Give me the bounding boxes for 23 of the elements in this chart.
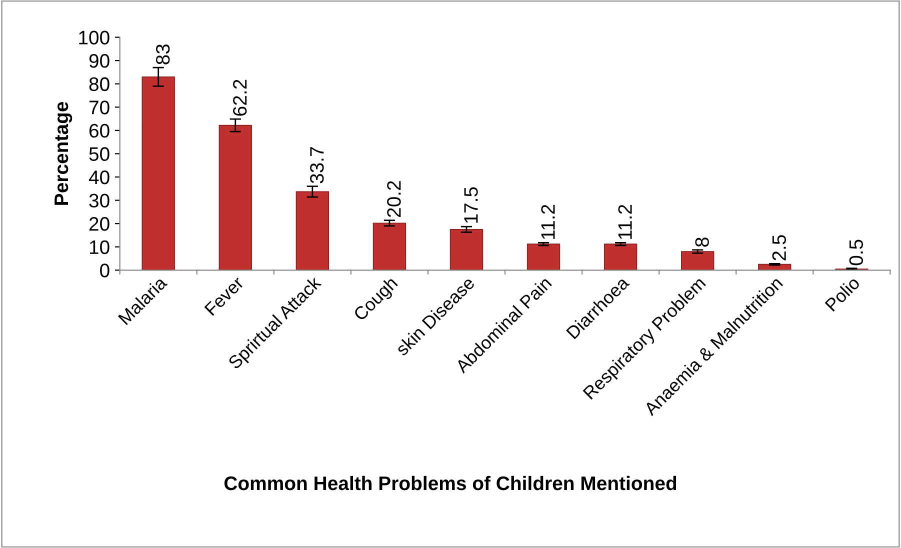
y-tick-label: 20 <box>89 217 110 231</box>
y-tick-label: 40 <box>88 170 110 184</box>
y-tick-label: 80 <box>89 77 110 92</box>
data-label: 2.5 <box>772 235 786 260</box>
data-label: 0.5 <box>849 240 864 266</box>
y-axis-title: Percentage <box>54 102 72 205</box>
y-tick-label: 10 <box>90 240 110 254</box>
data-label: 83 <box>156 44 170 64</box>
y-tick-label: 30 <box>89 194 110 208</box>
y-tick-label: 0 <box>100 264 110 278</box>
y-tick-label: 60 <box>89 124 110 138</box>
y-tick-label: 50 <box>89 147 110 161</box>
data-label: 62.2 <box>233 80 247 116</box>
data-label: 17.5 <box>464 187 478 223</box>
data-label: 11.2 <box>541 204 555 239</box>
data-label: 8 <box>695 238 709 247</box>
data-label: 11.2 <box>618 204 632 239</box>
y-tick-label: 90 <box>89 54 110 68</box>
data-label: 20.2 <box>387 181 401 218</box>
x-axis-title: Common Health Problems of Children Mentioned <box>224 476 676 490</box>
y-tick-label: 100 <box>79 30 110 44</box>
data-label: 33.7 <box>310 147 324 184</box>
y-tick-label: 70 <box>89 100 110 114</box>
